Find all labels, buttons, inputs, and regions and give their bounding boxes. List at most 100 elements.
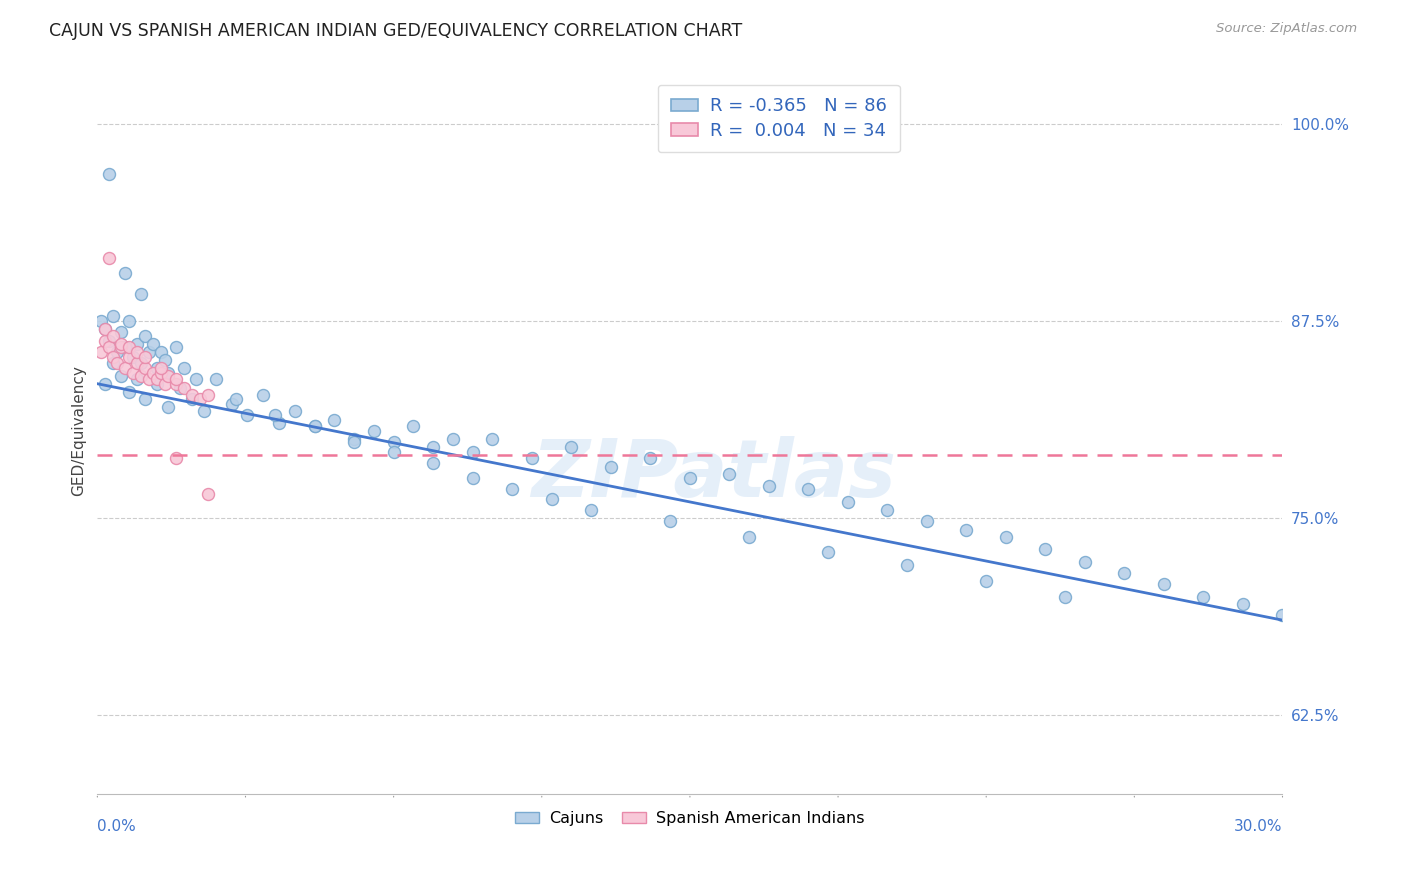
Point — [284, 403, 307, 417]
Y-axis label: GED/Equivalency: GED/Equivalency — [72, 366, 86, 497]
Point — [560, 440, 582, 454]
Text: Source: ZipAtlas.com: Source: ZipAtlas.com — [1216, 22, 1357, 36]
Point — [165, 376, 187, 391]
Point — [94, 376, 117, 391]
Point — [600, 460, 623, 475]
Point — [304, 419, 326, 434]
Point — [110, 325, 132, 339]
Point — [422, 456, 444, 470]
Point — [90, 345, 112, 359]
Point — [118, 341, 141, 355]
Point — [157, 366, 180, 380]
Point — [118, 314, 141, 328]
Point — [915, 514, 938, 528]
Point — [122, 366, 145, 380]
Point — [114, 361, 136, 376]
Point — [520, 450, 543, 465]
Point — [125, 337, 148, 351]
Point — [955, 524, 977, 538]
Point — [157, 401, 180, 415]
Point — [1035, 542, 1057, 557]
Text: 30.0%: 30.0% — [1234, 819, 1282, 834]
Point — [481, 432, 503, 446]
Point — [640, 450, 662, 465]
Point — [193, 403, 215, 417]
Point — [110, 337, 132, 351]
Point — [122, 350, 145, 364]
Point — [129, 368, 152, 383]
Point — [101, 350, 124, 364]
Point — [797, 483, 820, 497]
Point — [896, 558, 918, 572]
Point — [142, 337, 165, 351]
Point — [134, 329, 156, 343]
Point — [94, 321, 117, 335]
Point — [149, 366, 172, 380]
Point — [197, 487, 219, 501]
Point — [659, 514, 682, 528]
Text: 0.0%: 0.0% — [97, 819, 136, 834]
Point — [134, 361, 156, 376]
Point — [197, 388, 219, 402]
Point — [876, 503, 898, 517]
Point — [98, 167, 121, 181]
Point — [145, 361, 167, 376]
Point — [264, 409, 287, 423]
Point — [323, 413, 346, 427]
Point — [101, 356, 124, 370]
Point — [579, 503, 602, 517]
Point — [758, 479, 780, 493]
Point — [138, 345, 160, 359]
Point — [138, 372, 160, 386]
Point — [205, 372, 228, 386]
Point — [149, 345, 172, 359]
Point — [501, 483, 523, 497]
Point — [1192, 590, 1215, 604]
Point — [181, 392, 204, 407]
Point — [382, 435, 405, 450]
Point — [101, 329, 124, 343]
Point — [98, 251, 121, 265]
Point — [441, 432, 464, 446]
Point — [1153, 577, 1175, 591]
Point — [184, 372, 207, 386]
Point — [738, 530, 761, 544]
Point — [105, 345, 128, 359]
Point — [153, 376, 176, 391]
Point — [114, 341, 136, 355]
Point — [540, 491, 562, 506]
Point — [461, 444, 484, 458]
Point — [382, 444, 405, 458]
Point — [181, 388, 204, 402]
Point — [129, 356, 152, 370]
Point — [114, 267, 136, 281]
Point — [343, 435, 366, 450]
Point — [304, 419, 326, 434]
Point — [101, 309, 124, 323]
Point — [173, 361, 195, 376]
Point — [145, 376, 167, 391]
Point — [267, 416, 290, 430]
Point — [461, 471, 484, 485]
Point — [221, 397, 243, 411]
Legend: Cajuns, Spanish American Indians: Cajuns, Spanish American Indians — [509, 805, 870, 832]
Point — [173, 381, 195, 395]
Point — [98, 334, 121, 348]
Point — [1271, 608, 1294, 623]
Point — [118, 384, 141, 399]
Point — [718, 467, 741, 481]
Point — [422, 440, 444, 454]
Point — [125, 372, 148, 386]
Point — [252, 388, 274, 402]
Point — [188, 392, 211, 407]
Text: CAJUN VS SPANISH AMERICAN INDIAN GED/EQUIVALENCY CORRELATION CHART: CAJUN VS SPANISH AMERICAN INDIAN GED/EQU… — [49, 22, 742, 40]
Point — [994, 530, 1017, 544]
Point — [1054, 590, 1077, 604]
Point — [225, 392, 247, 407]
Point — [125, 356, 148, 370]
Point — [94, 334, 117, 348]
Point — [142, 366, 165, 380]
Point — [1114, 566, 1136, 580]
Point — [125, 345, 148, 359]
Point — [165, 341, 187, 355]
